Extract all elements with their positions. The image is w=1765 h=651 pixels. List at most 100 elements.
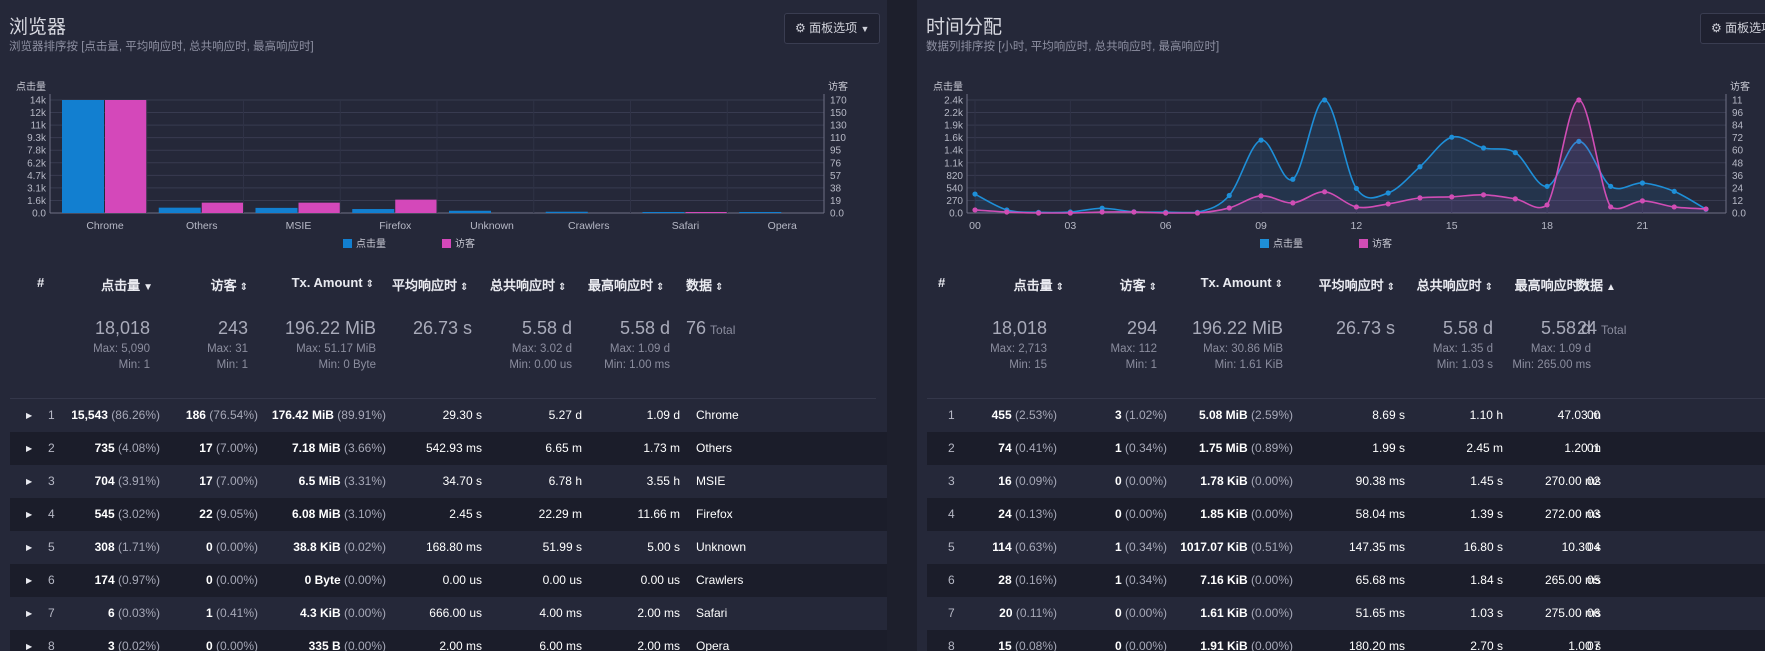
- point-hits[interactable]: [1290, 176, 1296, 182]
- point-visitors[interactable]: [1004, 209, 1010, 215]
- left-tick-label: 2.4k: [944, 96, 964, 107]
- point-visitors[interactable]: [1035, 210, 1042, 216]
- point-visitors[interactable]: [1194, 210, 1201, 216]
- table-row[interactable]: ▶ 1 15,543 (86.26%) 186 (76.54%) 176.42 MiB …: [10, 399, 887, 432]
- point-visitors[interactable]: [1353, 204, 1359, 210]
- point-visitors[interactable]: [1258, 193, 1264, 199]
- point-hits[interactable]: [1449, 134, 1455, 140]
- table-row[interactable]: 8 15 (0.08%) 0 (0.00%) 1.91 KiB (0.00%) 180.…: [927, 630, 1765, 651]
- point-hits[interactable]: [1639, 180, 1646, 186]
- table-row[interactable]: 7 20 (0.11%) 0 (0.00%) 1.61 KiB (0.00%) 51.6…: [927, 597, 1765, 630]
- bar-hits[interactable]: [545, 211, 588, 213]
- table-row[interactable]: 5 114 (0.63%) 1 (0.34%) 1017.07 KiB (0.51%)…: [927, 531, 1765, 564]
- point-visitors[interactable]: [1067, 210, 1073, 216]
- table-row[interactable]: ▶ 4 545 (3.02%) 22 (9.05%) 6.08 MiB (3.10%) 2…: [10, 498, 887, 531]
- point-hits[interactable]: [1576, 138, 1582, 144]
- point-visitors[interactable]: [1290, 200, 1296, 206]
- expand-caret-icon[interactable]: ▶: [26, 510, 33, 519]
- col-header-tx-amount[interactable]: Tx. Amount ⇕: [1200, 275, 1283, 290]
- expand-caret-icon[interactable]: ▶: [26, 642, 33, 651]
- col-header-cum-time[interactable]: 总共响应时 ⇕: [490, 278, 567, 293]
- row-index: 4: [48, 507, 55, 521]
- bar-visitors[interactable]: [685, 212, 728, 213]
- point-visitors[interactable]: [1226, 205, 1232, 211]
- col-header-visitors[interactable]: 访客 ⇕: [210, 278, 248, 293]
- col-header-max-time[interactable]: 最高响应时 ⇕: [1514, 278, 1591, 293]
- table-row[interactable]: 2 74 (0.41%) 1 (0.34%) 1.75 MiB (0.89%) 1.99…: [927, 432, 1765, 465]
- bar-visitors[interactable]: [395, 199, 438, 213]
- table-row[interactable]: ▶ 2 735 (4.08%) 17 (7.00%) 7.18 MiB (3.66%) 5…: [10, 432, 887, 465]
- point-visitors[interactable]: [1385, 201, 1391, 207]
- bar-visitors[interactable]: [105, 100, 147, 213]
- bar-hits[interactable]: [158, 207, 201, 213]
- point-visitors[interactable]: [1703, 206, 1709, 212]
- col-header-hits[interactable]: 点击量 ▼: [101, 278, 153, 293]
- col-header-data[interactable]: 数据 ▲: [1577, 278, 1616, 293]
- cell-visitors: 17 (7.00%): [199, 474, 258, 488]
- point-visitors[interactable]: [1576, 97, 1582, 103]
- point-visitors[interactable]: [1671, 204, 1677, 210]
- col-header-data[interactable]: 数据 ⇕: [686, 278, 724, 293]
- point-visitors[interactable]: [972, 207, 978, 213]
- bar-hits[interactable]: [739, 212, 782, 213]
- point-hits[interactable]: [972, 191, 978, 197]
- point-visitors[interactable]: [1480, 192, 1487, 198]
- left-tick-label: 1.6k: [944, 133, 964, 144]
- point-visitors[interactable]: [1099, 209, 1105, 215]
- panel-options-button[interactable]: ⚙ 面板选项 ▼: [784, 13, 881, 44]
- point-hits[interactable]: [1258, 137, 1264, 143]
- point-hits[interactable]: [1099, 205, 1105, 211]
- point-visitors[interactable]: [1417, 195, 1423, 201]
- bar-hits[interactable]: [642, 212, 685, 213]
- point-visitors[interactable]: [1639, 198, 1646, 204]
- point-hits[interactable]: [1417, 164, 1423, 170]
- col-header-hits[interactable]: 点击量 ⇕: [1013, 278, 1064, 293]
- point-visitors[interactable]: [1131, 209, 1137, 215]
- point-hits[interactable]: [1608, 183, 1614, 189]
- point-hits[interactable]: [1226, 192, 1232, 199]
- bar-visitors[interactable]: [298, 202, 341, 213]
- table-row[interactable]: ▶ 6 174 (0.97%) 0 (0.00%) 0 Byte (0.00%) 0.00…: [10, 564, 887, 597]
- point-visitors[interactable]: [1608, 204, 1614, 210]
- point-hits[interactable]: [1671, 188, 1677, 194]
- point-hits[interactable]: [1385, 190, 1391, 196]
- col-header-tx-amount[interactable]: Tx. Amount ⇕: [291, 275, 374, 290]
- expand-caret-icon[interactable]: ▶: [26, 543, 33, 552]
- point-hits[interactable]: [1544, 183, 1550, 189]
- table-row[interactable]: ▶ 8 3 (0.02%) 0 (0.00%) 335 B (0.00%) 2.00 ms…: [10, 630, 887, 651]
- expand-caret-icon[interactable]: ▶: [26, 609, 33, 618]
- table-row[interactable]: 1 455 (2.53%) 3 (1.02%) 5.08 MiB (2.59%) 8.6…: [927, 399, 1765, 432]
- sort-icon: ⇕: [1582, 282, 1591, 293]
- col-header-cum-time[interactable]: 总共响应时 ⇕: [1416, 278, 1493, 293]
- point-visitors[interactable]: [1512, 196, 1518, 202]
- point-hits[interactable]: [1353, 185, 1359, 192]
- point-hits[interactable]: [1322, 97, 1328, 103]
- point-visitors[interactable]: [1544, 202, 1550, 208]
- col-header-avg-time[interactable]: 平均响应时 ⇕: [392, 278, 469, 293]
- table-row[interactable]: ▶ 5 308 (1.71%) 0 (0.00%) 38.8 KiB (0.02%) 16…: [10, 531, 887, 564]
- bar-hits[interactable]: [255, 207, 298, 213]
- table-row[interactable]: ▶ 7 6 (0.03%) 1 (0.41%) 4.3 KiB (0.00%) 666.0…: [10, 597, 887, 630]
- table-row[interactable]: ▶ 3 704 (3.91%) 17 (7.00%) 6.5 MiB (3.31%) 34…: [10, 465, 887, 498]
- col-header-visitors[interactable]: 访客 ⇕: [1119, 278, 1157, 293]
- expand-caret-icon[interactable]: ▶: [26, 411, 33, 420]
- point-visitors[interactable]: [1163, 210, 1169, 216]
- expand-caret-icon[interactable]: ▶: [26, 444, 33, 453]
- point-hits[interactable]: [1480, 145, 1487, 151]
- table-row[interactable]: 3 16 (0.09%) 0 (0.00%) 1.78 KiB (0.00%) 90.3…: [927, 465, 1765, 498]
- col-header-avg-time[interactable]: 平均响应时 ⇕: [1318, 278, 1395, 293]
- bar-hits[interactable]: [62, 100, 104, 213]
- expand-caret-icon[interactable]: ▶: [26, 477, 33, 486]
- bar-hits[interactable]: [352, 209, 395, 213]
- cell-tx: 1.91 KiB (0.00%): [1200, 639, 1293, 651]
- col-header-max-time[interactable]: 最高响应时 ⇕: [588, 278, 665, 293]
- point-visitors[interactable]: [1322, 189, 1328, 195]
- panel-options-button[interactable]: ⚙ 面板选项 ▼: [1700, 13, 1765, 44]
- bar-hits[interactable]: [449, 210, 491, 213]
- point-visitors[interactable]: [1449, 194, 1455, 200]
- point-hits[interactable]: [1512, 150, 1518, 156]
- table-row[interactable]: 4 24 (0.13%) 0 (0.00%) 1.85 KiB (0.00%) 58.0…: [927, 498, 1765, 531]
- expand-caret-icon[interactable]: ▶: [26, 576, 33, 585]
- bar-visitors[interactable]: [201, 202, 244, 213]
- table-row[interactable]: 6 28 (0.16%) 1 (0.34%) 7.16 KiB (0.00%) 65.6…: [927, 564, 1765, 597]
